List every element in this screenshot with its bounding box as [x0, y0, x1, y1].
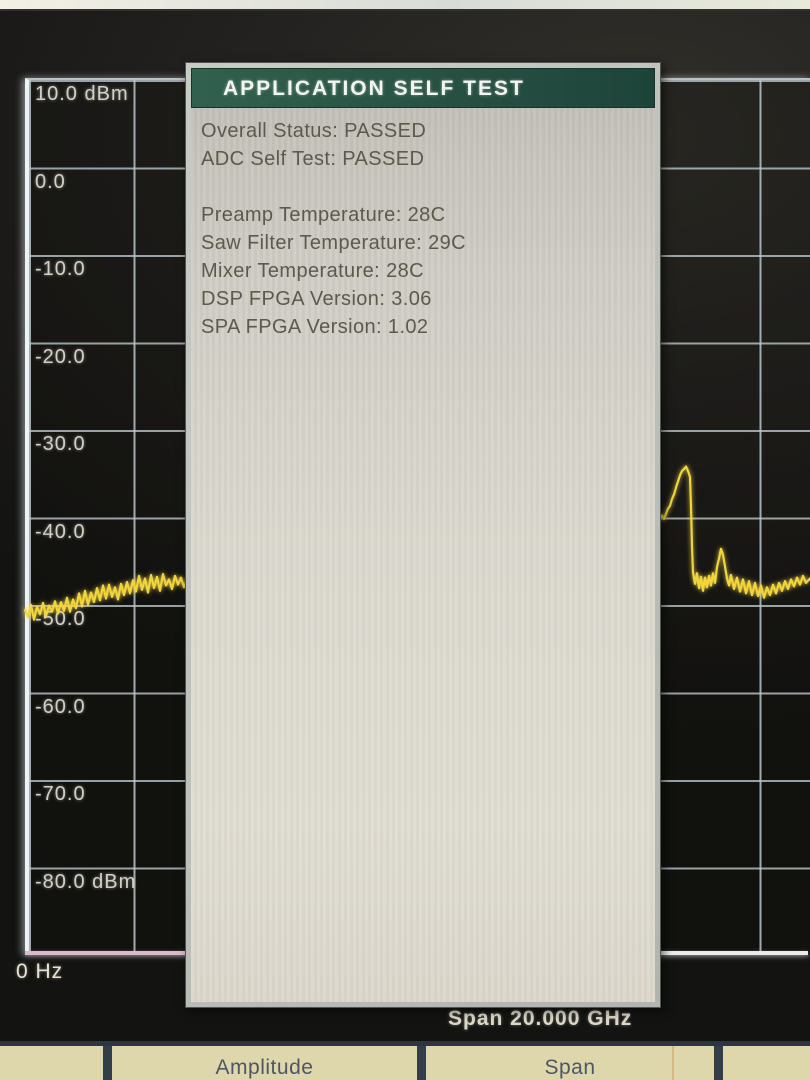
span-button[interactable]: Span — [544, 1056, 596, 1079]
dialog-line: Mixer Temperature: 28C — [201, 260, 424, 282]
start-frequency-label: 0 Hz — [16, 960, 64, 983]
dialog-line: SPA FPGA Version: 1.02 — [201, 316, 429, 338]
y-axis-label: 10.0 dBm — [35, 83, 129, 105]
dialog-result-lines: Overall Status: PASSED ADC Self Test: PAS… — [201, 117, 649, 341]
amplitude-button[interactable]: Amplitude — [215, 1056, 314, 1079]
y-axis-label: -30.0 — [35, 433, 86, 455]
y-axis-label: -20.0 — [35, 345, 86, 368]
softkey-divider — [417, 1046, 426, 1080]
y-axis-label: -60.0 — [35, 695, 86, 718]
y-axis-label: -40.0 — [35, 520, 86, 543]
softkey-divider — [103, 1046, 112, 1080]
softkey-gap-right — [723, 1046, 810, 1080]
dialog-line: Saw Filter Temperature: 29C — [201, 232, 466, 254]
bezel-top-strip — [0, 0, 810, 11]
y-axis-label: 0.0 — [35, 170, 66, 193]
analyzer-display: 10.0 dBm 0.0 -10.0 -20.0 -30.0 -40.0 -50.0 -60.… — [0, 11, 810, 1041]
softkey-divider — [714, 1046, 723, 1080]
dialog-title: APPLICATION SELF TEST — [191, 68, 655, 108]
y-axis-label: -70.0 — [35, 783, 86, 805]
dialog-line: DSP FPGA Version: 3.06 — [201, 288, 432, 310]
dialog-line: Overall Status: PASSED — [201, 120, 427, 142]
dialog-blank-line — [201, 173, 649, 201]
y-axis-label: -50.0 — [35, 608, 86, 630]
self-test-dialog: APPLICATION SELF TEST Overall Status: PA… — [185, 62, 661, 1008]
softkey-gap-left — [0, 1046, 103, 1080]
softkey-row: Amplitude Span — [0, 1041, 810, 1080]
dialog-body: Overall Status: PASSED ADC Self Test: PAS… — [191, 108, 655, 1002]
span-readout: Span 20.000 GHz — [448, 1007, 633, 1030]
dialog-line: ADC Self Test: PASSED — [201, 148, 425, 170]
y-axis-label: -10.0 — [35, 258, 86, 280]
dialog-line: Preamp Temperature: 28C — [201, 204, 446, 226]
y-axis-label: -80.0 dBm — [35, 870, 137, 893]
bezel-reflection-line — [672, 1046, 674, 1080]
